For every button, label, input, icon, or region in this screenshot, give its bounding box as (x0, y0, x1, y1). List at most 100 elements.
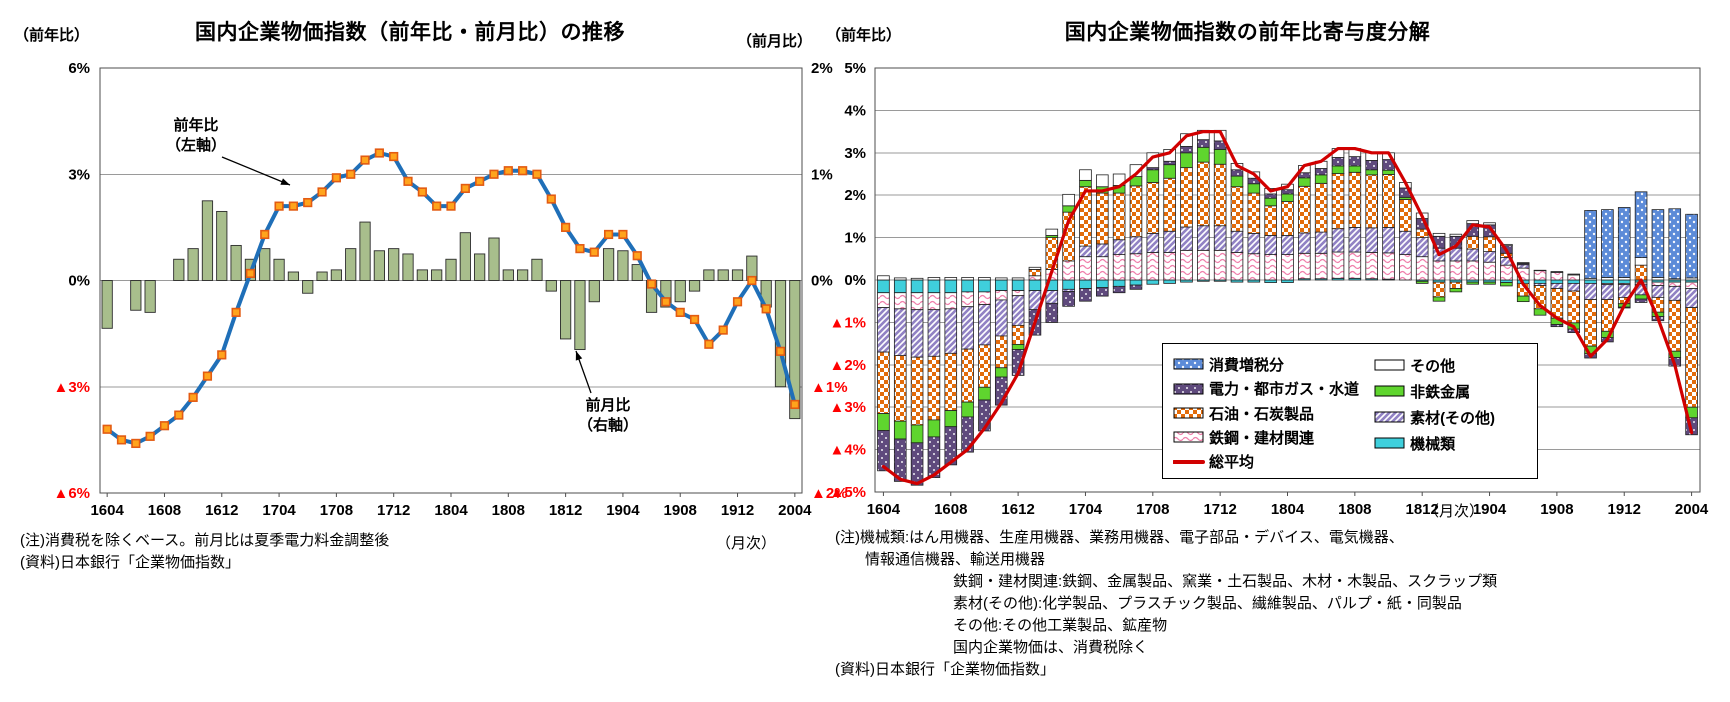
svg-text:1608: 1608 (934, 501, 967, 518)
svg-text:3%: 3% (844, 145, 866, 162)
legend-label-nonferrous: 非鉄金属 (1410, 383, 1471, 401)
legend-column-2: その他非鉄金属素材(その他) 機械類 (1374, 352, 1531, 474)
svg-text:▲4%: ▲4% (829, 442, 866, 459)
svg-text:3%: 3% (68, 166, 90, 183)
svg-text:1808: 1808 (492, 502, 525, 519)
svg-text:1908: 1908 (1540, 501, 1573, 518)
svg-text:1904: 1904 (1473, 501, 1507, 518)
legend-label-other: その他 (1410, 357, 1456, 375)
legend-item-tax: 消費増税分 (1173, 352, 1374, 376)
legend-item-machinery: 機械類 (1374, 430, 1531, 456)
svg-text:1704: 1704 (262, 502, 296, 519)
legend-swatch-utility-icon (1173, 383, 1204, 395)
svg-text:2004: 2004 (1675, 501, 1709, 518)
svg-text:▲1%: ▲1% (829, 314, 866, 331)
svg-text:1912: 1912 (1608, 501, 1641, 518)
legend-label-machinery: 機械類 (1410, 435, 1456, 453)
svg-text:1804: 1804 (1271, 501, 1305, 518)
svg-text:1712: 1712 (1203, 501, 1236, 518)
legend-column-1: 消費増税分電力・都市ガス・水道 石油・石炭製品 鉄鋼・建材関連 総平均 (1173, 352, 1374, 474)
annotation-yoy-line1: 前年比 (173, 117, 219, 134)
legend-swatch-oil-icon (1173, 407, 1204, 419)
legend-item-total: 総平均 (1173, 450, 1374, 474)
svg-text:1908: 1908 (664, 502, 697, 519)
svg-text:5%: 5% (844, 60, 866, 77)
svg-text:0%: 0% (811, 273, 833, 290)
svg-text:1604: 1604 (867, 501, 901, 518)
left-chart-x-unit: （月次） (716, 535, 777, 552)
svg-text:▲2%: ▲2% (829, 357, 866, 374)
annotation-mom-line1: 前月比 (585, 397, 631, 414)
legend-label-steel: 鉄鋼・建材関連 (1209, 429, 1315, 447)
svg-text:1608: 1608 (148, 502, 181, 519)
right-chart-note-5: その他:その他工業製品、鉱産物 (953, 617, 1168, 634)
svg-text:4%: 4% (844, 102, 866, 119)
svg-text:1708: 1708 (320, 502, 353, 519)
svg-text:0%: 0% (844, 272, 866, 289)
left-chart-left-axis-caption: （前年比） (14, 27, 90, 44)
right-chart-note-7: (資料)日本銀行「企業物価指数」 (835, 661, 1055, 678)
svg-text:1808: 1808 (1338, 501, 1371, 518)
right-chart-note-3: 鉄鋼・建材関連:鉄鋼、金属製品、窯業・土石製品、木材・木製品、スクラップ類 (953, 573, 1498, 590)
annotation-mom-line2: （右軸） (577, 417, 638, 434)
annotation-yoy-left-axis: 前年比 （左軸） (150, 116, 242, 156)
svg-text:▲3%: ▲3% (53, 379, 90, 396)
svg-text:2%: 2% (811, 60, 833, 77)
svg-text:1612: 1612 (1001, 501, 1034, 518)
legend-label-utility: 電力・都市ガス・水道 (1209, 381, 1360, 399)
svg-text:▲1%: ▲1% (811, 379, 848, 396)
svg-text:1708: 1708 (1136, 501, 1169, 518)
legend-label-tax: 消費増税分 (1209, 356, 1285, 374)
legend-label-materials: 素材(その他) (1410, 409, 1496, 427)
svg-text:▲3%: ▲3% (829, 399, 866, 416)
svg-text:2%: 2% (844, 187, 866, 204)
right-chart-note-4: 素材(その他):化学製品、プラスチック製品、繊維製品、パルプ・紙・同製品 (953, 595, 1462, 612)
svg-text:2004: 2004 (778, 502, 812, 519)
right-chart-x-unit: （月次） (1424, 503, 1485, 520)
legend-swatch-steel-icon (1173, 431, 1204, 443)
svg-text:1%: 1% (811, 166, 833, 183)
annotation-mom-right-axis: 前月比 （右軸） (560, 396, 656, 436)
legend-item-oil: 石油・石炭製品 (1173, 401, 1374, 425)
left-chart-note-1: (注)消費税を除くベース。前月比は夏季電力料金調整後 (20, 532, 390, 549)
right-chart-note-1: (注)機械類:はん用機器、生産用機器、業務用機器、電子部品・デバイス、電気機器、 (835, 529, 1404, 546)
svg-text:1612: 1612 (205, 502, 238, 519)
svg-text:1604: 1604 (90, 502, 124, 519)
legend-swatch-total-icon (1173, 459, 1205, 464)
svg-text:▲2%: ▲2% (811, 485, 848, 502)
svg-text:1704: 1704 (1069, 501, 1103, 518)
legend-label-oil: 石油・石炭製品 (1209, 405, 1315, 423)
legend-item-other: その他 (1374, 352, 1531, 378)
svg-text:6%: 6% (68, 60, 90, 77)
right-chart-note-2: 情報通信機器、輸送用機器 (865, 551, 1046, 568)
legend-swatch-other-icon (1374, 359, 1405, 371)
left-chart-right-axis-caption: （前月比） (737, 33, 813, 50)
legend-label-total: 総平均 (1209, 454, 1255, 472)
legend-item-materials: 素材(その他) (1374, 404, 1531, 430)
legend-item-utility: 電力・都市ガス・水道 (1173, 376, 1374, 400)
legend-swatch-materials-icon (1374, 411, 1405, 423)
svg-text:1804: 1804 (434, 502, 468, 519)
svg-text:1912: 1912 (721, 502, 754, 519)
svg-text:1712: 1712 (377, 502, 410, 519)
legend: 消費増税分 電力・都市ガス・水道 石油・石炭製品 鉄鋼・建材関連 総平均 その他 非鉄金属素… (1162, 343, 1538, 479)
svg-text:▲6%: ▲6% (53, 485, 90, 502)
left-chart-title: 国内企業物価指数（前年比・前月比）の推移 (195, 21, 625, 44)
legend-item-nonferrous: 非鉄金属 (1374, 378, 1531, 404)
legend-swatch-nonferrous-icon (1374, 385, 1405, 397)
svg-text:0%: 0% (68, 273, 90, 290)
right-chart-axis-caption: （前年比） (826, 27, 902, 44)
legend-swatch-machinery-icon (1374, 437, 1405, 449)
svg-text:1812: 1812 (1406, 501, 1439, 518)
svg-text:1812: 1812 (549, 502, 582, 519)
svg-text:1904: 1904 (606, 502, 640, 519)
annotation-yoy-line2: （左軸） (165, 137, 226, 154)
svg-text:▲5%: ▲5% (829, 484, 866, 501)
right-chart-notes: (注)機械類:はん用機器、生産用機器、業務用機器、電子部品・デバイス、電気機器、… (835, 527, 1497, 681)
svg-text:1%: 1% (844, 230, 866, 247)
right-chart-title: 国内企業物価指数の前年比寄与度分解 (1064, 21, 1431, 44)
legend-item-steel: 鉄鋼・建材関連 (1173, 425, 1374, 449)
left-chart-note-2: (資料)日本銀行「企業物価指数」 (20, 554, 240, 571)
right-chart-note-6: 国内企業物価は、消費税除く (953, 639, 1149, 656)
